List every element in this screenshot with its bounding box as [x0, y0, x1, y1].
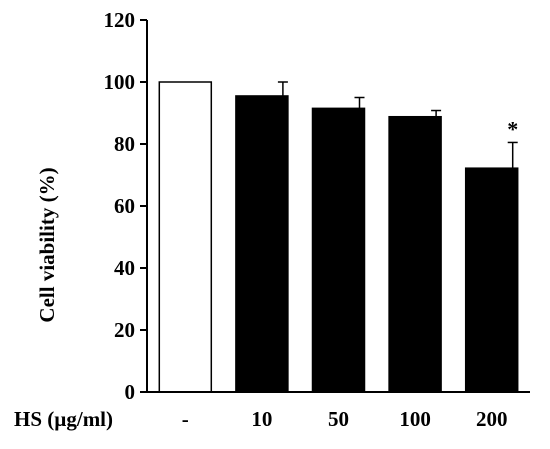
x-category-label: 200: [476, 407, 508, 431]
y-tick-label: 120: [104, 8, 136, 32]
x-axis-label: HS (µg/ml): [14, 407, 113, 431]
y-axis-label: Cell viability (%): [35, 167, 59, 322]
bar-2: [235, 95, 289, 393]
x-category-labels: - 10 50 100 200: [182, 407, 508, 431]
y-tick-label: 40: [114, 256, 135, 280]
bars: [158, 81, 519, 393]
x-category-label: 50: [328, 407, 349, 431]
x-category-label: 10: [251, 407, 272, 431]
x-category-label: -: [182, 407, 189, 431]
significance-annotations: *: [507, 116, 518, 141]
error-bars: [277, 81, 518, 169]
y-tick-label: 20: [114, 318, 135, 342]
bar-3: [311, 107, 366, 393]
bar-1: [158, 81, 213, 393]
x-category-label: 100: [399, 407, 431, 431]
y-tick-label: 60: [114, 194, 135, 218]
y-axis-ticks: 0 20 40 60 80 100 120: [104, 8, 147, 404]
y-tick-label: 100: [104, 70, 136, 94]
bar-4: [388, 115, 442, 393]
bar-5: [464, 167, 519, 393]
y-tick-label: 0: [125, 380, 136, 404]
y-tick-label: 80: [114, 132, 135, 156]
significance-marker: *: [507, 116, 518, 141]
